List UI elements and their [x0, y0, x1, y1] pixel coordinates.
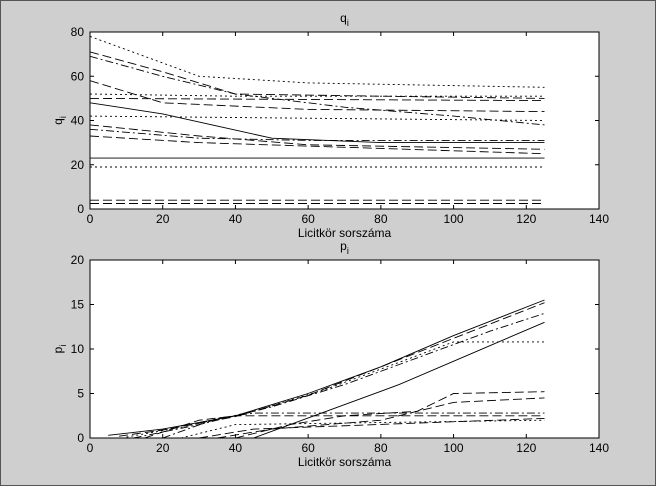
plot2-x-tick-label: 120 [516, 441, 536, 455]
plot1-y-tick-label: 60 [71, 69, 85, 83]
plot2-series-line-7 [162, 412, 545, 438]
plot1-y-axis-label: qi [51, 116, 68, 125]
plot2-x-tick-label: 0 [87, 441, 94, 455]
plot1-x-axis-label: Licitkör sorszáma [298, 226, 392, 240]
plot1-x-tick-label: 0 [87, 212, 94, 226]
plot1-x-tick-label: 80 [374, 212, 388, 226]
plot1-y-tick-label: 20 [71, 158, 85, 172]
plot2-x-tick-label: 140 [589, 441, 609, 455]
plot2-series-line-2 [119, 302, 545, 437]
plot2-x-tick-label: 80 [374, 441, 388, 455]
plot2-series-line-5 [253, 321, 545, 438]
plot1-series-line-4 [90, 80, 545, 113]
plot2-series-line-1 [108, 299, 545, 436]
plot2-x-axis-label: Licitkör sorszáma [298, 455, 392, 469]
plot1-series-line-5 [90, 93, 545, 97]
plot2-y-axis-label: pi [51, 345, 68, 354]
plot1-x-tick-label: 20 [156, 212, 170, 226]
plot2-x-tick-label: 20 [156, 441, 170, 455]
plot2-series-line-3 [126, 341, 545, 438]
plot1-series-line-9 [90, 124, 545, 150]
plot2-y-tick-label: 5 [77, 387, 84, 401]
plot1-series-line-11 [90, 135, 545, 155]
plot1-series-line-10 [90, 128, 545, 141]
plot1-series-line-3 [90, 55, 545, 126]
plot2-axes-frame [89, 259, 600, 439]
plot1-x-tick-label: 120 [516, 212, 536, 226]
plot2-x-tick-label: 60 [301, 441, 315, 455]
plot2-series-line-8 [235, 391, 545, 438]
plot2-y-tick-label: 0 [77, 431, 84, 445]
plot1-x-tick-label: 60 [301, 212, 315, 226]
plot2-y-tick-label: 15 [71, 298, 85, 312]
plot2-series-line-6 [144, 415, 545, 438]
plot1-y-tick-label: 40 [71, 114, 85, 128]
plot1-y-tick-label: 0 [77, 202, 84, 216]
plot1-series-line-1 [90, 35, 545, 88]
plot2-x-tick-label: 100 [444, 441, 464, 455]
plot1-x-tick-label: 100 [444, 212, 464, 226]
plot2-title: pi [340, 239, 349, 256]
plot1-series-line-8 [90, 115, 545, 121]
plot1-series-line-6 [90, 97, 545, 102]
plot1-axes-frame [89, 31, 600, 210]
plot2-series-line-11 [199, 417, 545, 438]
plot1-x-tick-label: 40 [229, 212, 243, 226]
plot1-x-tick-label: 140 [589, 212, 609, 226]
plot1-series-line-7 [90, 102, 545, 144]
plot2-x-tick-label: 40 [229, 441, 243, 455]
plot2-series-line-9 [217, 397, 545, 438]
plot2-y-tick-label: 10 [71, 342, 85, 356]
plot2-series-line-10 [180, 419, 545, 438]
plot1-y-tick-label: 80 [71, 25, 85, 39]
plot1-title: qi [340, 11, 349, 28]
plot2-y-tick-label: 20 [71, 253, 85, 267]
